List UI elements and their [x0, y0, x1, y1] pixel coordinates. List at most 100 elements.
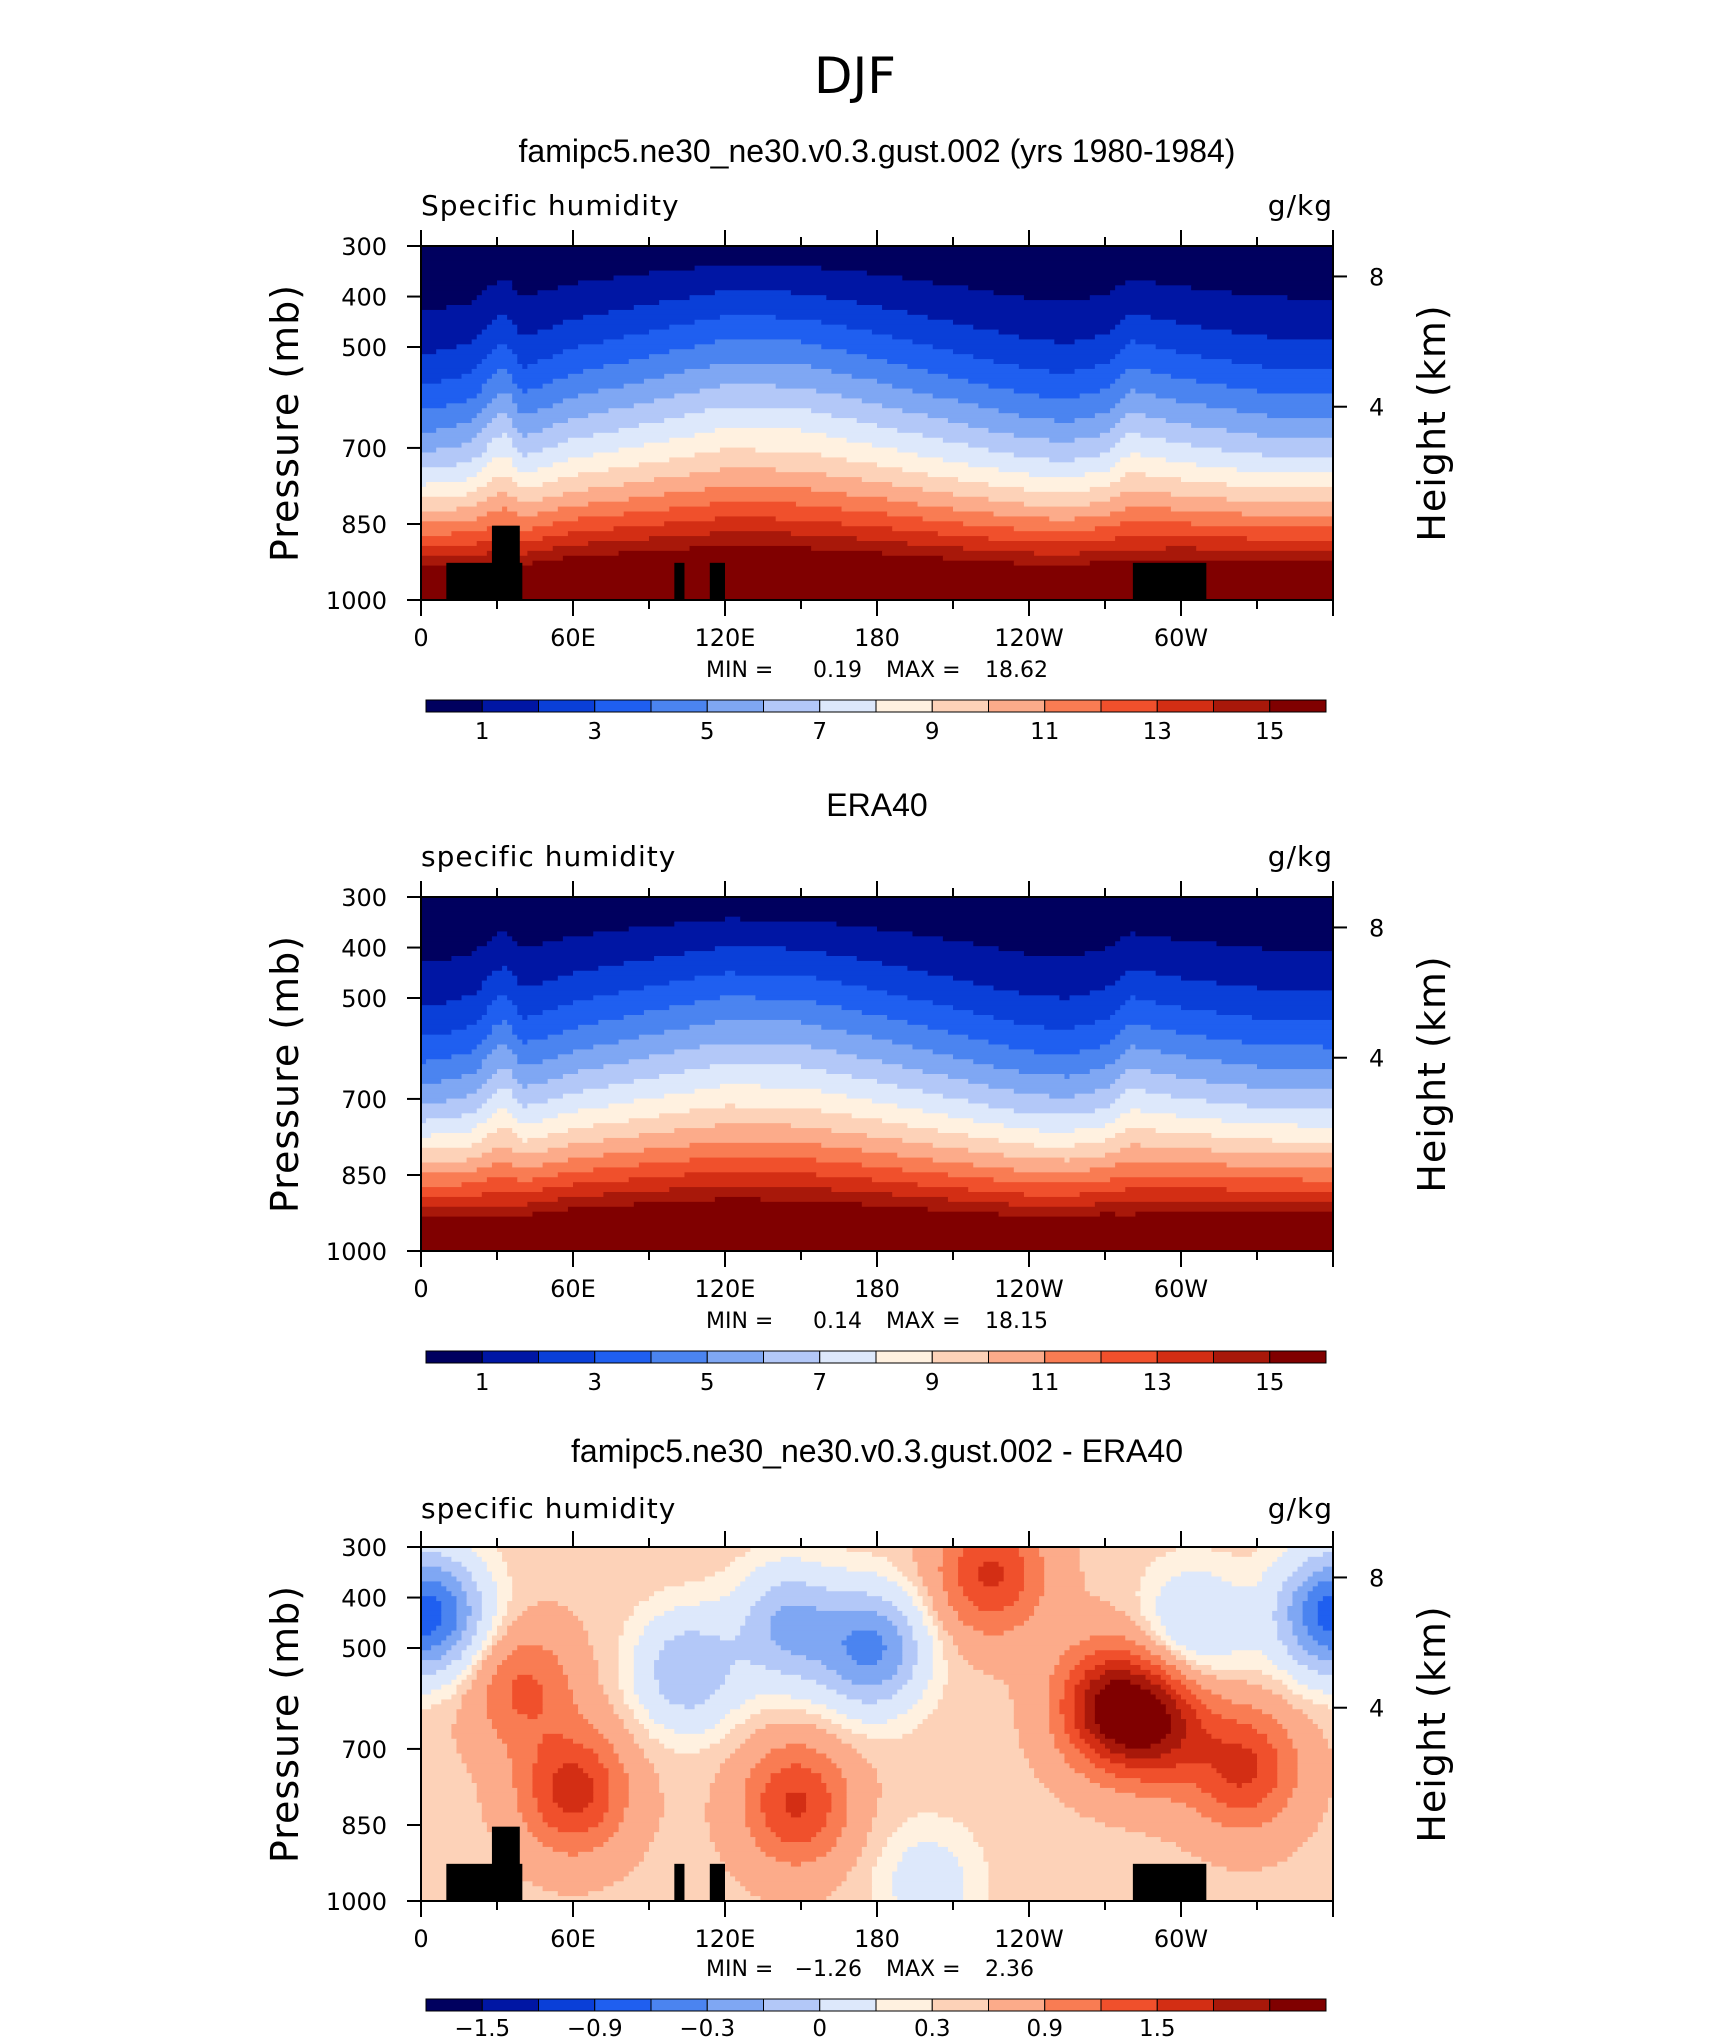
field-cell	[476, 1660, 483, 1666]
field-cell	[507, 1571, 716, 1578]
field-cell	[466, 1596, 483, 1602]
field-cell	[1186, 1733, 1212, 1740]
field-cell	[421, 309, 610, 316]
field-cell	[877, 1802, 1066, 1809]
field-cell	[421, 1182, 463, 1188]
field-cell	[669, 457, 848, 463]
field-cell	[633, 1606, 675, 1612]
field-cell	[958, 1615, 1030, 1622]
min-value: 0.14	[813, 1309, 862, 1334]
field-cell	[497, 931, 508, 937]
field-cell	[643, 1630, 686, 1637]
colorbar-box	[538, 699, 596, 713]
field-cell	[512, 1576, 706, 1583]
field-cell	[1201, 1719, 1238, 1725]
mask-block	[491, 1826, 520, 1901]
field-cell	[562, 398, 655, 404]
field-cell	[1013, 1625, 1142, 1632]
field-cell	[421, 1241, 1334, 1247]
field-cell	[902, 1635, 914, 1642]
field-cell	[1150, 1561, 1273, 1568]
field-cell	[1023, 1556, 1045, 1563]
field-cell	[1110, 1748, 1172, 1755]
field-cell	[846, 1802, 878, 1809]
field-cell	[836, 1763, 873, 1769]
field-cell	[1110, 467, 1238, 473]
field-cell	[643, 442, 873, 449]
field-cell	[719, 1738, 746, 1745]
field-cell	[937, 1699, 1015, 1705]
field-cell	[1029, 472, 1086, 478]
field-cell	[1074, 457, 1121, 463]
field-cell	[421, 1236, 1334, 1242]
field-cell	[1089, 1679, 1111, 1686]
field-cell	[1231, 359, 1334, 365]
field-cell	[649, 329, 873, 336]
field-cell	[694, 452, 822, 459]
field-cell	[421, 1812, 483, 1819]
field-cell	[512, 1147, 549, 1154]
field-cell	[649, 1620, 746, 1627]
field-cell	[750, 1773, 772, 1779]
field-cell	[476, 334, 625, 341]
field-cell	[917, 1724, 1015, 1730]
field-cell	[897, 1630, 914, 1637]
field-cell	[588, 541, 908, 547]
field-cell	[421, 1162, 493, 1169]
field-cell	[421, 300, 473, 306]
field-cell	[421, 1665, 447, 1671]
field-cell	[547, 1147, 645, 1154]
field-cell	[846, 1812, 878, 1819]
field-cell	[1130, 931, 1136, 937]
field-cell	[421, 1561, 463, 1568]
field-cell	[638, 1034, 873, 1041]
field-cell	[1105, 1743, 1126, 1750]
field-cell	[608, 1768, 625, 1774]
field-cell	[1262, 1650, 1288, 1656]
field-cell	[522, 452, 528, 459]
colorbar-box	[1213, 1350, 1271, 1364]
field-cell	[801, 1861, 858, 1868]
field-cell	[1221, 1773, 1258, 1779]
field-cell	[628, 1792, 665, 1799]
field-cell	[882, 1596, 914, 1602]
field-cell	[598, 1679, 620, 1686]
field-cell	[659, 1822, 711, 1828]
field-cell	[471, 1635, 488, 1642]
field-cell	[421, 349, 437, 355]
field-cell	[836, 1837, 868, 1843]
max-value: 2.36	[985, 1957, 1034, 1982]
field-cell	[532, 1674, 569, 1681]
field-cell	[902, 1571, 919, 1578]
field-cell	[1105, 1768, 1218, 1774]
field-cell	[689, 1108, 822, 1114]
field-cell	[446, 305, 635, 311]
field-cell	[1084, 1674, 1101, 1681]
field-cell	[421, 280, 498, 286]
field-cell	[998, 1211, 1101, 1218]
field-cell	[1069, 1669, 1086, 1676]
field-cell	[1130, 1679, 1152, 1686]
field-cell	[841, 1881, 873, 1887]
field-cell	[1110, 1679, 1131, 1686]
field-cell	[1287, 1610, 1304, 1617]
field-cell	[765, 1724, 817, 1730]
field-cell	[1287, 295, 1334, 301]
field-cell	[491, 1074, 513, 1080]
field-cell	[497, 393, 513, 400]
field-cell	[1140, 1665, 1162, 1671]
x-tick-label: 60W	[1154, 1925, 1208, 1953]
field-cell	[937, 1625, 944, 1632]
field-cell	[1084, 1586, 1142, 1592]
field-cell	[512, 1069, 579, 1075]
field-cell	[638, 1635, 675, 1642]
field-cell	[669, 1005, 843, 1011]
field-cell	[421, 911, 1334, 918]
field-cell	[1059, 1655, 1086, 1661]
field-cell	[623, 383, 721, 390]
field-cell	[421, 314, 498, 321]
field-cell	[1018, 1738, 1055, 1745]
field-cell	[907, 1679, 929, 1686]
field-cell	[491, 1724, 594, 1730]
field-cell	[476, 1797, 518, 1804]
